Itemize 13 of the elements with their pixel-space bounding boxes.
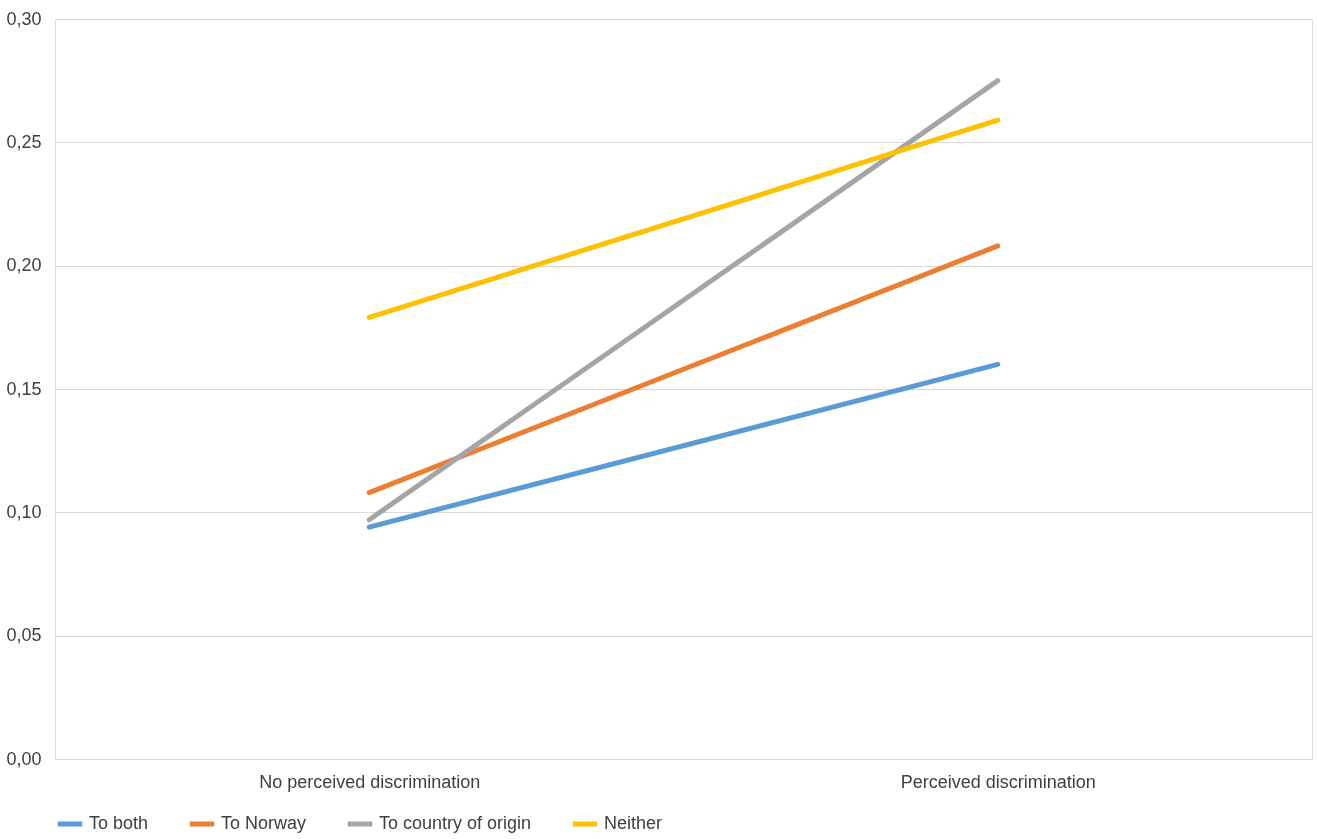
y-tick-label: 0,15	[6, 378, 42, 399]
y-tick-label: 0,20	[6, 255, 42, 276]
legend-label: To both	[89, 813, 149, 833]
x-tick-label: No perceived discrimination	[259, 771, 481, 792]
legend-label: To country of origin	[379, 813, 532, 833]
y-tick-label: 0,05	[6, 625, 42, 646]
legend-label: To Norway	[221, 813, 307, 833]
y-tick-label: 0,25	[6, 131, 42, 152]
legend-label: Neither	[604, 813, 663, 833]
x-tick-label: Perceived discrimination	[900, 771, 1096, 792]
y-tick-label: 0,00	[6, 748, 42, 769]
y-tick-label: 0,10	[6, 501, 42, 522]
y-tick-label: 0,30	[6, 8, 42, 29]
